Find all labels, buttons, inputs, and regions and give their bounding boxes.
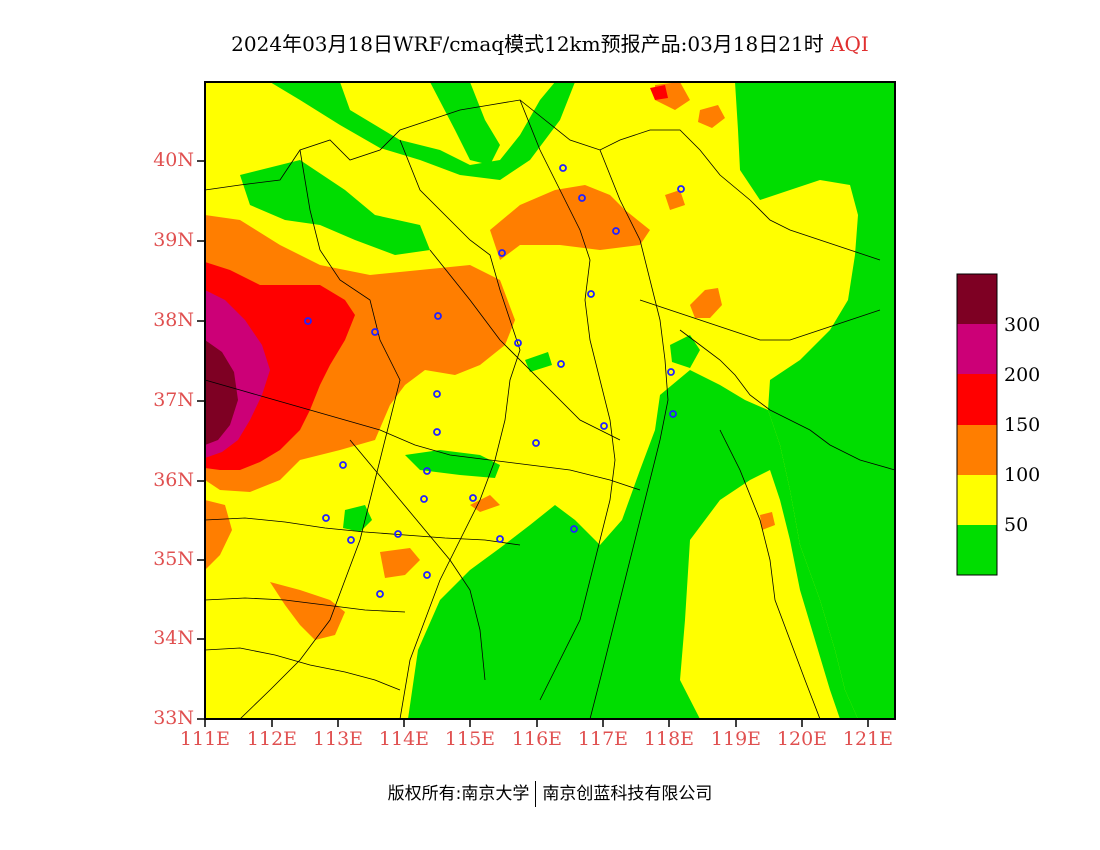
lon-tick-label: 120E — [776, 728, 828, 750]
city-marker — [667, 368, 675, 376]
aqi-zone-good-spot-4 — [670, 335, 700, 368]
city-marker — [322, 514, 330, 522]
lat-tick-marks — [197, 160, 205, 720]
lon-tick-label: 117E — [577, 728, 629, 750]
boundary-lines — [205, 99, 895, 719]
legend-swatch-moderate — [957, 475, 997, 525]
lat-tick-label: 34N — [153, 627, 194, 649]
legend-label-150: 150 — [1004, 414, 1041, 436]
copyright-footer: 版权所有:南京大学 南京创蓝科技有限公司 — [0, 779, 1100, 807]
city-marker — [304, 317, 312, 325]
map-title: 2024年03月18日WRF/cmaq模式12km预报产品:03月18日21时 … — [0, 28, 1100, 57]
aqi-zone-orange-south2 — [380, 548, 420, 578]
title-aqi-tag: AQI — [830, 32, 869, 56]
legend-label-100: 100 — [1004, 464, 1041, 486]
lon-tick-label: 118E — [643, 728, 695, 750]
aqi-zone-good-spot-3 — [525, 352, 552, 372]
lon-tick-label: 115E — [444, 728, 496, 750]
lat-tick-label: 35N — [153, 548, 194, 570]
city-marker — [469, 494, 477, 502]
city-marker — [347, 536, 355, 544]
lat-tick-label: 33N — [153, 707, 194, 729]
city-marker — [570, 525, 578, 533]
lon-tick-label: 121E — [842, 728, 894, 750]
city-marker — [559, 164, 567, 172]
footer-separator — [535, 781, 537, 807]
legend-label-200: 200 — [1004, 364, 1041, 386]
aqi-zone-orange-ne3 — [665, 190, 685, 210]
city-marker — [669, 410, 677, 418]
aqi-zone-good-north-3 — [430, 82, 500, 165]
city-marker — [612, 227, 620, 235]
city-marker — [433, 390, 441, 398]
aqi-zone-red-spot — [650, 85, 668, 100]
legend-label-50: 50 — [1004, 514, 1029, 536]
city-marker — [420, 495, 428, 503]
city-marker — [677, 185, 685, 193]
lat-tick-label: 38N — [153, 309, 194, 331]
lon-tick-label: 114E — [378, 728, 430, 750]
city-marker — [587, 290, 595, 298]
lon-tick-label: 116E — [511, 728, 563, 750]
aqi-zone-orange-north — [490, 185, 650, 260]
city-marker — [423, 467, 431, 475]
legend-swatch-unhealthy — [957, 374, 997, 425]
city-marker — [557, 360, 565, 368]
city-marker — [371, 328, 379, 336]
city-marker — [339, 461, 347, 469]
city-marker — [514, 339, 522, 347]
lat-tick-label: 40N — [153, 149, 194, 171]
city-marker — [376, 590, 384, 598]
lon-tick-label: 112E — [246, 728, 298, 750]
lon-tick-label: 119E — [710, 728, 762, 750]
aqi-zone-orange-spot — [760, 512, 775, 530]
legend-swatch-very-unhealthy — [957, 324, 997, 374]
city-marker — [434, 312, 442, 320]
legend-swatch-sensitive — [957, 425, 997, 475]
legend-frame — [956, 273, 998, 576]
copyright-owner: 版权所有:南京大学 — [387, 784, 530, 804]
city-marker — [433, 428, 441, 436]
city-marker — [532, 439, 540, 447]
city-marker — [498, 249, 506, 257]
city-marker — [578, 194, 586, 202]
city-marker — [600, 422, 608, 430]
city-marker — [394, 530, 402, 538]
aqi-zone-good-spot-2 — [343, 505, 372, 532]
lon-tick-label: 111E — [179, 728, 231, 750]
city-marker — [496, 535, 504, 543]
aqi-zone-good-inland-yellow — [680, 470, 840, 719]
legend-swatch-hazardous — [957, 274, 997, 324]
aqi-zone-maroon — [205, 340, 238, 445]
aqi-zone-orange-west-edge — [205, 500, 232, 570]
lon-tick-label: 113E — [312, 728, 364, 750]
lon-tick-marks — [204, 719, 869, 727]
aqi-zone-orange-coast — [690, 288, 722, 318]
aqi-zone-good-north-2 — [270, 82, 575, 180]
lat-tick-label: 37N — [153, 389, 194, 411]
aqi-zone-good-east — [735, 82, 895, 719]
city-marker — [423, 571, 431, 579]
copyright-partner: 南京创蓝科技有限公司 — [542, 784, 713, 804]
city-markers — [304, 164, 685, 598]
aqi-zone-good-spot-1 — [405, 450, 500, 478]
title-main: 2024年03月18日WRF/cmaq模式12km预报产品:03月18日21时 — [231, 32, 824, 56]
legend-label-300: 300 — [1004, 314, 1041, 336]
aqi-zone-orange-ne2 — [698, 105, 725, 128]
aqi-zone-orange-spot2 — [470, 495, 500, 512]
aqi-zone-good-north-1 — [240, 160, 430, 255]
lat-tick-label: 36N — [153, 469, 194, 491]
aqi-field — [205, 82, 895, 719]
lat-tick-label: 39N — [153, 229, 194, 251]
legend-swatch-good — [957, 525, 997, 575]
aqi-legend — [956, 273, 998, 576]
